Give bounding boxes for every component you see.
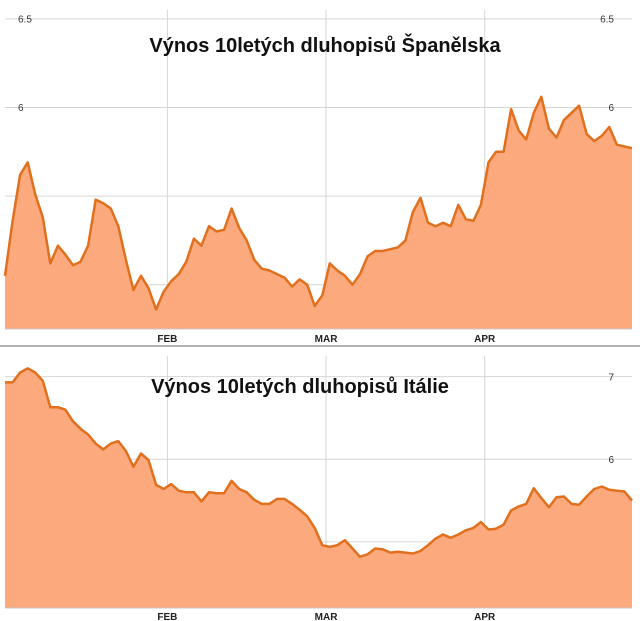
spain-y-tick-label: 6.5 (18, 15, 32, 26)
spain-y-tick-label-right: 6 (608, 103, 614, 114)
italy-y-tick-label-right: 6 (608, 455, 614, 466)
italy-yield-chart: 567567FEBMARAPRVýnos 10letých dluhopisů … (5, 356, 633, 621)
spain-series-line (3, 95, 633, 311)
spain-x-tick-label: FEB (157, 334, 177, 345)
spain-x-tick-label: MAR (315, 334, 339, 345)
spain-y-tick-label-right: 6.5 (600, 15, 614, 26)
italy-y-tick-label-right: 7 (608, 372, 614, 383)
spain-series-area (5, 96, 632, 329)
italy-x-tick-label: MAR (315, 612, 339, 621)
italy-x-tick-label: APR (474, 612, 496, 621)
spain-y-tick-label: 6 (18, 103, 24, 114)
italy-x-tick-label: FEB (157, 612, 177, 621)
spain-x-tick-label: APR (474, 334, 496, 345)
italy-chart-title: Výnos 10letých dluhopisů Itálie (151, 376, 449, 398)
italy-series-line (5, 367, 633, 559)
italy-series-area (5, 368, 632, 608)
spain-chart-title: Výnos 10letých dluhopisů Španělska (149, 33, 501, 57)
